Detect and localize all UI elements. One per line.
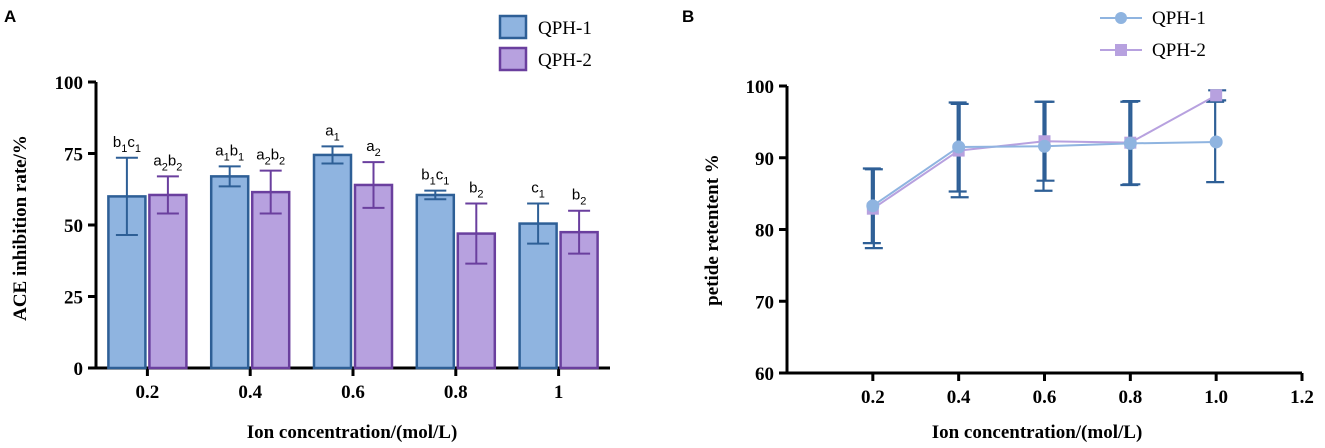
panel-b-y-tick-label: 100: [746, 77, 775, 98]
panel-a-y-tick-label: 100: [55, 73, 84, 94]
panel-b-x-tick-label: 1.0: [1204, 387, 1228, 408]
point-qph-2: [1210, 89, 1223, 102]
panel-b-y-axis-label: petide retentent %: [702, 154, 723, 306]
panel-a-x-tick-label: 0.2: [136, 382, 160, 403]
point-qph-1: [866, 199, 880, 213]
panel-b-x-axis-label: Ion concentration/(mol/L): [932, 422, 1143, 443]
significance-label: a2b2: [256, 147, 285, 168]
panel-a-x-tick-label: 0.4: [238, 382, 262, 403]
panel-a-x-axis-label: Ion concentration/(mol/L): [247, 422, 458, 443]
bar-qph-2-0.2: [148, 193, 188, 370]
panel-b-x-tick-label: 1.2: [1290, 387, 1314, 408]
panel-b-chart: 60 70 80 90 100 0.2 0.4 0.6 0.8 1.0 1.2: [746, 77, 1314, 408]
panel-b-y-tick-label: 60: [755, 364, 774, 385]
legend-b-marker-qph2: [1115, 44, 1127, 56]
significance-label: b1c1: [421, 167, 449, 188]
bar-qph-1-0.6: [312, 153, 353, 370]
significance-label: c1: [531, 180, 545, 201]
significance-label: a2: [366, 138, 380, 159]
significance-label: b1c1: [113, 134, 141, 155]
significance-label: b2: [572, 187, 586, 208]
panel-a-x-tick-label: 0.6: [341, 382, 365, 403]
legend-a-swatch-qph1: [498, 14, 528, 40]
panel-a-x-tick-label: 1: [554, 382, 564, 403]
significance-label: a1: [325, 122, 339, 143]
point-qph-1: [1209, 135, 1223, 149]
panel-b-letter: B: [682, 7, 694, 26]
panel-a-y-tick-label: 75: [64, 145, 83, 166]
panel-a-legend: QPH-1 QPH-2: [498, 14, 592, 72]
panel-b-legend: QPH-1 QPH-2: [1100, 8, 1206, 61]
bar-qph-1-1: [518, 222, 558, 370]
panel-b-y-tick-label: 80: [755, 221, 774, 242]
bar-qph-2-0.6: [353, 183, 394, 370]
panel-a-y-tick-label: 25: [64, 288, 83, 309]
point-qph-1: [952, 140, 966, 154]
panel-b-x-tick-label: 0.2: [861, 387, 885, 408]
legend-b-label-qph2: QPH-2: [1152, 40, 1206, 61]
bar-qph-2-1: [559, 230, 599, 370]
bar-qph-1-0.8: [415, 193, 456, 370]
panel-b-y-tick-label: 70: [755, 292, 774, 313]
legend-b-label-qph1: QPH-1: [1152, 8, 1206, 29]
significance-label: a2b2: [153, 152, 182, 173]
legend-b-marker-qph1: [1115, 12, 1127, 24]
panel-b-x-tick-label: 0.6: [1033, 387, 1057, 408]
legend-a-swatch-qph2: [498, 46, 528, 72]
bar-qph-2-0.4: [250, 190, 291, 370]
legend-a-label-qph1: QPH-1: [538, 18, 592, 39]
point-qph-1: [1123, 136, 1137, 150]
panel-b-x-tick-label: 0.8: [1118, 387, 1142, 408]
panel-b-x-tick-label: 0.4: [947, 387, 971, 408]
legend-a-label-qph2: QPH-2: [538, 50, 592, 71]
point-qph-1: [1038, 139, 1051, 153]
significance-label: b2: [469, 180, 483, 201]
panel-a-x-tick-label: 0.8: [444, 382, 468, 403]
panel-a-letter: A: [4, 7, 16, 26]
significance-label: a1b1: [215, 142, 244, 163]
panel-b-y-tick-label: 90: [755, 149, 774, 170]
panel-a-y-tick-label: 50: [64, 216, 83, 237]
panel-a-y-tick-label: 0: [74, 359, 84, 380]
panel-a-y-axis-label: ACE inhibition rate/%: [10, 135, 31, 321]
panel-a-chart: 0 25 50 75 100 0.2 b1c1 a2b2 0.4 a1b1 a2b2 0.6 a1 a2 0…: [55, 73, 610, 403]
bar-qph-1-0.4: [209, 175, 250, 370]
